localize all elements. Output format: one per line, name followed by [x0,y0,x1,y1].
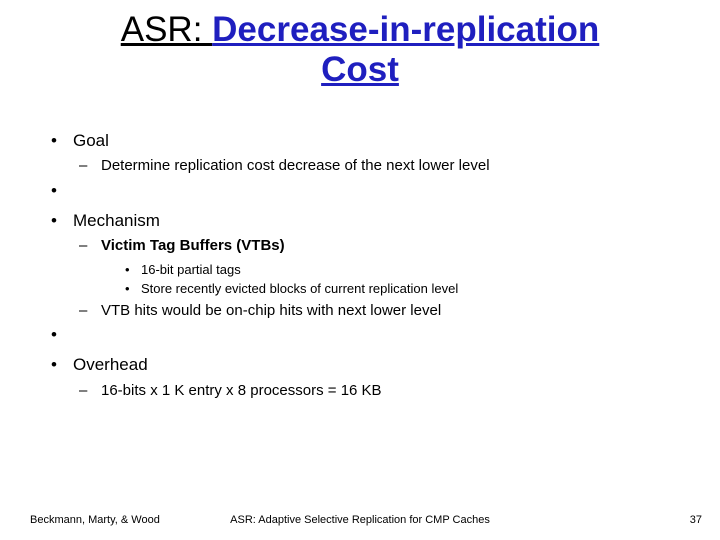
bullet-list: Goal Determine replication cost decrease… [45,130,675,400]
bullet-overhead: Overhead 16-bits x 1 K entry x 8 process… [45,354,675,400]
bullet-goal: Goal Determine replication cost decrease… [45,130,675,176]
vtb-detail-2: Store recently evicted blocks of current… [119,281,675,297]
slide-body: Goal Determine replication cost decrease… [45,130,675,404]
slide-title: ASR: Decrease-in-replication Cost [0,10,720,91]
goal-sublist: Determine replication cost decrease of t… [73,157,675,176]
mechanism-label: Mechanism [73,211,160,230]
mechanism-sublist: Victim Tag Buffers (VTBs) 16-bit partial… [73,237,675,320]
overhead-mid: x 8 processors = [222,382,341,399]
title-main-2: Cost [321,50,399,89]
overhead-prefix: 16-bits x 1 K entry [101,382,222,399]
vtb-detail-1: 16-bit partial tags [119,262,675,278]
overhead-sublist: 16-bits x 1 K entry x 8 processors = 16 … [73,382,675,401]
bullet-mechanism: Mechanism Victim Tag Buffers (VTBs) 16-b… [45,210,675,320]
title-prefix: ASR: [121,10,212,49]
spacer-2 [45,324,675,350]
vtb-details: 16-bit partial tags Store recently evict… [119,262,675,298]
overhead-label: Overhead [73,355,148,374]
vtb-label: Victim Tag Buffers (VTBs) [101,237,285,254]
footer-right: 37 [690,514,702,526]
mechanism-hits: VTB hits would be on-chip hits with next… [73,302,675,321]
spacer-1 [45,180,675,206]
mechanism-vtb: Victim Tag Buffers (VTBs) 16-bit partial… [73,237,675,297]
overhead-line: 16-bits x 1 K entry x 8 processors = 16 … [73,382,675,401]
slide: ASR: Decrease-in-replication Cost Goal D… [0,0,720,540]
footer-center: ASR: Adaptive Selective Replication for … [0,514,720,526]
goal-label: Goal [73,131,109,150]
title-main-1: Decrease-in-replication [212,10,599,49]
goal-sub1: Determine replication cost decrease of t… [73,157,675,176]
overhead-suffix: 16 KB [341,382,382,399]
